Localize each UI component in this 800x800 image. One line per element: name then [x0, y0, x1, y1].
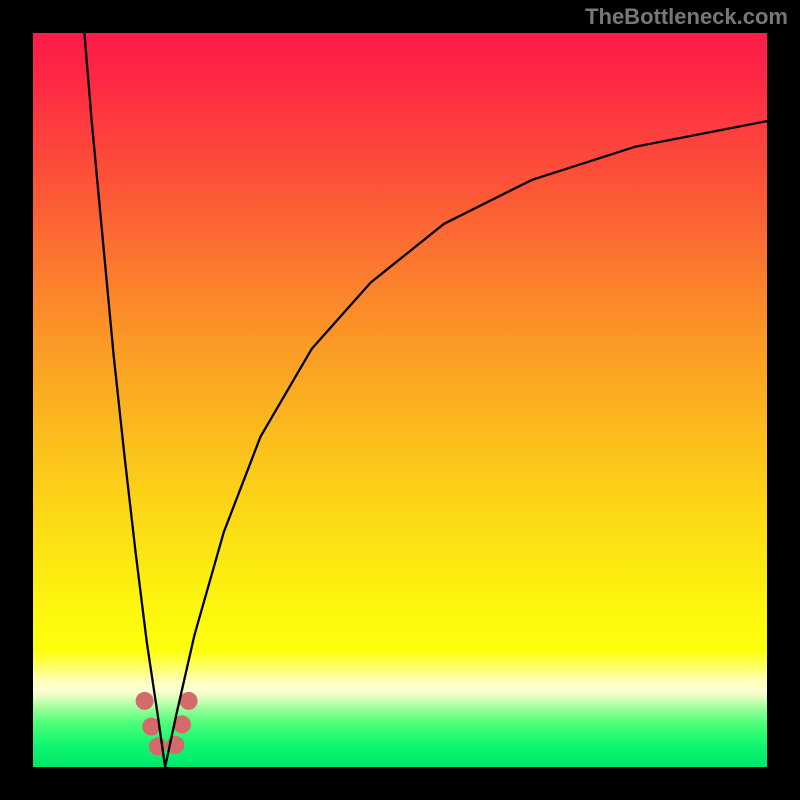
bottleneck-chart: [0, 0, 800, 800]
marker-point: [180, 692, 198, 710]
marker-point: [136, 692, 154, 710]
watermark-label: TheBottleneck.com: [585, 4, 788, 30]
